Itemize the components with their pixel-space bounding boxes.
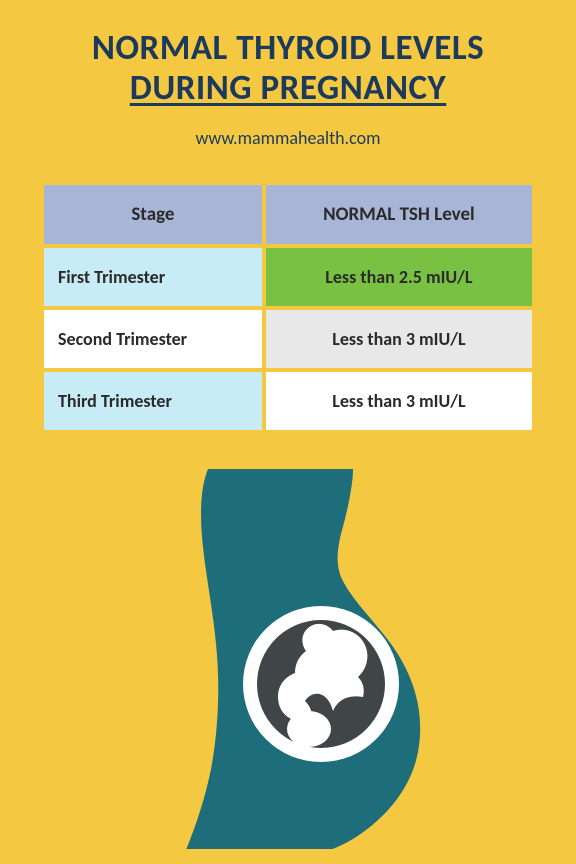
source-url: www.mammahealth.com <box>30 127 546 149</box>
cell-level: Less than 3 mIU/L <box>266 372 532 430</box>
cell-stage: First Trimester <box>44 248 262 306</box>
cell-level: Less than 2.5 mIU/L <box>266 248 532 306</box>
title-line2: DURING PREGNANCY <box>130 67 446 109</box>
cell-stage: Third Trimester <box>44 372 262 430</box>
thyroid-levels-table: Stage NORMAL TSH Level First Trimester L… <box>40 181 536 434</box>
page-title: NORMAL THYROID LEVELS DURING PREGNANCY <box>30 28 546 109</box>
col-header-level: NORMAL TSH Level <box>266 185 532 244</box>
cell-stage: Second Trimester <box>44 310 262 368</box>
pregnancy-illustration <box>123 469 453 829</box>
col-header-stage: Stage <box>44 185 262 244</box>
title-line1: NORMAL THYROID LEVELS <box>92 27 484 69</box>
table-row: Second Trimester Less than 3 mIU/L <box>44 310 532 368</box>
table-row: First Trimester Less than 2.5 mIU/L <box>44 248 532 306</box>
cell-level: Less than 3 mIU/L <box>266 310 532 368</box>
table-row: Third Trimester Less than 3 mIU/L <box>44 372 532 430</box>
table-header-row: Stage NORMAL TSH Level <box>44 185 532 244</box>
